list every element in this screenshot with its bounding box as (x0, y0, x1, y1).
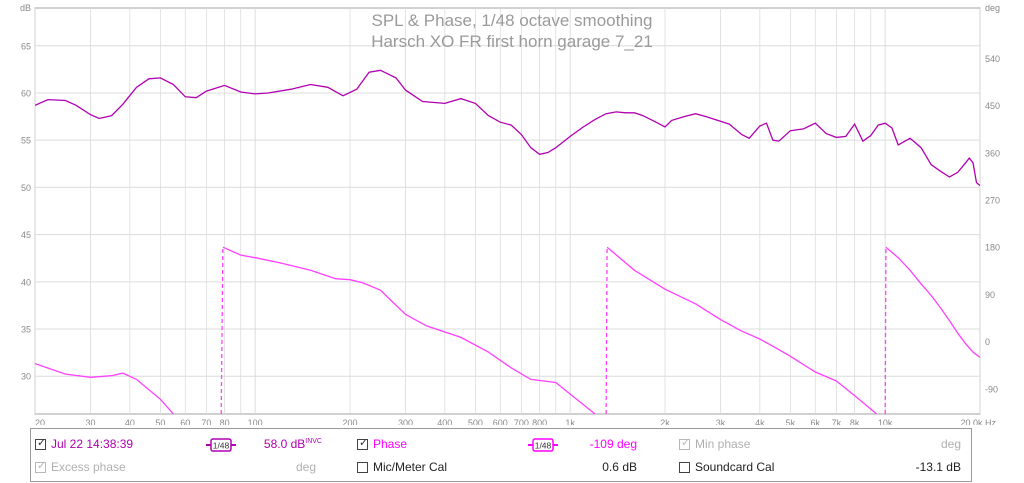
left-tick-label: 50 (21, 183, 31, 193)
x-tick-label: 200 (342, 418, 357, 425)
x-tick-label: 2k (660, 418, 670, 425)
x-tick-label: 7k (832, 418, 842, 425)
excess-phase-checkbox[interactable]: ✓ (35, 460, 47, 473)
right-tick-label: 270 (985, 195, 1000, 205)
spl-smoothing-icon[interactable]: 1/48 (206, 438, 236, 452)
x-tick-label: 8k (850, 418, 860, 425)
min-phase-value: deg (940, 437, 961, 451)
left-tick-label: 35 (21, 325, 31, 335)
x-tick-label: 20.0k Hz (960, 418, 996, 425)
phase-trace (222, 246, 596, 414)
x-tick-label: 100 (248, 418, 263, 425)
x-tick-label: 10k (878, 418, 893, 425)
plot-area (34, 7, 981, 415)
spl-cursor-value: 58.0 dBINVC (263, 437, 322, 451)
min-phase-label: Min phase (695, 437, 751, 451)
spl-phase-chart: 30 35 40 45 50 55 60 65 -90 0 90 180 270 360 450 540 dB d… (20, 3, 1000, 425)
x-tick-label: 600 (493, 418, 508, 425)
x-tick-label: 70 (201, 418, 211, 425)
left-axis-unit: dB (20, 3, 31, 13)
soundcard-cal-checkbox[interactable] (679, 462, 690, 473)
right-tick-label: 450 (985, 101, 1000, 111)
phase-trace (606, 246, 878, 414)
right-tick-label: -90 (985, 384, 998, 394)
x-tick-label: 6k (811, 418, 821, 425)
x-tick-label: 50 (155, 418, 165, 425)
spl-smoothing-value: 1/48 (213, 441, 230, 451)
x-tick-label: 3k (716, 418, 726, 425)
spl-trace (35, 69, 980, 187)
left-tick-label: 30 (21, 372, 31, 382)
phase-cursor-value: -109 deg (589, 437, 637, 451)
left-tick-label: 45 (21, 230, 31, 240)
phase-smoothing-value: 1/48 (535, 441, 552, 451)
phase-visibility-checkbox[interactable]: ✓ (357, 437, 369, 450)
left-tick-label: 55 (21, 136, 31, 146)
spl-trace-label: Jul 22 14:38:39 (51, 437, 134, 451)
x-tick-label: 30 (85, 418, 95, 425)
right-tick-label: 0 (985, 337, 990, 347)
mic-cal-label: Mic/Meter Cal (373, 460, 448, 474)
left-tick-label: 40 (21, 277, 31, 287)
soundcard-cal-label: Soundcard Cal (695, 460, 775, 474)
chart-subtitle: Harsch XO FR first horn garage 7_21 (371, 32, 653, 51)
soundcard-cal-value: -13.1 dB (915, 460, 961, 474)
right-tick-label: 540 (985, 54, 1000, 64)
mic-cal-checkbox[interactable] (357, 462, 368, 473)
phase-trace-label: Phase (373, 437, 408, 451)
x-tick-label: 4k (755, 418, 765, 425)
left-tick-label: 60 (21, 88, 31, 98)
x-tick-label: 20 (35, 418, 45, 425)
x-tick-label: 400 (437, 418, 452, 425)
right-axis-unit: deg (985, 3, 1000, 13)
phase-trace (885, 246, 980, 358)
chart-title: SPL & Phase, 1/48 octave smoothing (371, 11, 653, 30)
excess-phase-label: Excess phase (51, 460, 126, 474)
x-tick-label: 40 (125, 418, 135, 425)
left-tick-label: 65 (21, 41, 31, 51)
x-tick-label: 300 (398, 418, 413, 425)
x-tick-label: 60 (180, 418, 190, 425)
x-tick-label: 800 (532, 418, 547, 425)
right-tick-label: 90 (985, 290, 995, 300)
right-tick-label: 360 (985, 148, 1000, 158)
x-tick-label: 5k (786, 418, 796, 425)
x-tick-label: 700 (514, 418, 529, 425)
excess-phase-value: deg (295, 460, 316, 474)
x-tick-label: 80 (220, 418, 230, 425)
legend-panel: ✓ Jul 22 14:38:39 1/48 58.0 dBINVC ✓ Pha… (30, 428, 972, 482)
mic-cal-value: 0.6 dB (602, 460, 637, 474)
phase-smoothing-icon[interactable]: 1/48 (528, 438, 558, 452)
spl-visibility-checkbox[interactable]: ✓ (35, 437, 47, 450)
min-phase-checkbox[interactable]: ✓ (679, 437, 691, 450)
x-tick-label: 1k (565, 418, 575, 425)
right-tick-label: 180 (985, 243, 1000, 253)
x-tick-label: 500 (468, 418, 483, 425)
phase-trace (35, 362, 174, 414)
